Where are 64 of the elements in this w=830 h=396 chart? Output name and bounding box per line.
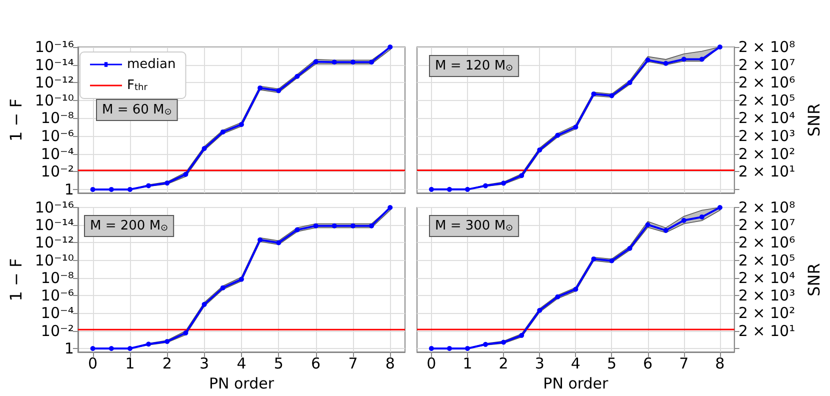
x-tick-label: 1 — [125, 354, 135, 372]
y-tick-label: 2 × 10⁴ — [738, 268, 796, 287]
x-tick-label: 5 — [274, 354, 284, 372]
x-tick-label: 8 — [715, 354, 725, 372]
annotation: M = 200 M⊙ — [90, 218, 168, 234]
y-tick-label: 10⁻¹⁴ — [34, 216, 74, 234]
y-tick-label: 10⁻⁸ — [40, 109, 74, 128]
y-tick-label: 2 × 10¹ — [738, 162, 796, 181]
x-tick-label: 6 — [311, 354, 321, 372]
y-tick-label: 10⁻⁸ — [40, 268, 74, 287]
x-tick-label: 3 — [200, 354, 210, 372]
y-tick-label: 2 × 10³ — [738, 286, 796, 305]
y-tick-label: 2 × 10² — [738, 304, 796, 322]
x-tick-label: 4 — [570, 354, 580, 372]
y-tick-label: 10⁻⁴ — [40, 304, 74, 322]
y-tick-label: 2 × 10² — [738, 144, 796, 163]
y-tick-label: 10⁻⁶ — [40, 286, 74, 305]
y-tick-label: 2 × 10⁷ — [738, 56, 796, 74]
x-axis-title: PN order — [208, 374, 275, 392]
y-tick-label: 1 — [64, 339, 74, 358]
x-tick-label: 0 — [88, 354, 98, 372]
x-axis-title: PN order — [543, 374, 610, 392]
x-tick-label: 6 — [643, 354, 653, 372]
x-tick-label: 7 — [348, 354, 358, 372]
x-tick-label: 1 — [462, 354, 472, 372]
y-axis-title: 1 − F — [6, 98, 26, 142]
y-tick-label: 10⁻² — [40, 162, 74, 181]
y-tick-label: 10⁻¹⁰ — [34, 251, 74, 270]
x-tick-label: 5 — [606, 354, 617, 372]
y-tick-label: 10⁻⁴ — [40, 144, 74, 163]
y-tick-label: 10⁻¹² — [34, 234, 74, 252]
y-tick-label: 10⁻⁶ — [40, 127, 74, 146]
y-tick-label: 2 × 10³ — [738, 127, 796, 146]
legend-label: Fthr — [127, 78, 148, 93]
y-tick-label: 2 × 10⁸ — [738, 38, 796, 56]
y-axis-title: SNR — [804, 263, 824, 296]
y-tick-label: 2 × 10⁸ — [738, 198, 796, 216]
y-tick-label: 10⁻¹² — [34, 74, 74, 92]
x-tick-label: 3 — [534, 354, 544, 372]
x-tick-label: 4 — [236, 354, 246, 372]
y-tick-label: 10⁻² — [40, 322, 74, 340]
y-tick-label: 10⁻¹⁶ — [34, 198, 74, 216]
y-tick-label: 10⁻¹⁰ — [34, 91, 74, 110]
x-tick-label: 7 — [679, 354, 689, 372]
y-tick-label: 2 × 10⁷ — [738, 216, 796, 234]
y-tick-label: 2 × 10¹ — [738, 322, 796, 340]
annotation: M = 120 M⊙ — [435, 58, 514, 74]
x-tick-label: 0 — [426, 354, 436, 372]
y-tick-label: 2 × 10⁵ — [738, 251, 796, 270]
y-tick-label: 10⁻¹⁴ — [34, 56, 74, 74]
y-axis-title: 1 − F — [6, 258, 26, 302]
y-tick-label: 2 × 10⁴ — [738, 109, 796, 128]
y-tick-label: 10⁻¹⁶ — [34, 38, 74, 56]
annotation: M = 60 M⊙ — [102, 102, 172, 118]
x-tick-label: 2 — [162, 354, 172, 372]
y-tick-label: 1 — [64, 180, 74, 198]
y-tick-label: 2 × 10⁵ — [738, 91, 796, 110]
x-tick-label: 2 — [498, 354, 508, 372]
annotation: M = 300 M⊙ — [435, 218, 514, 234]
y-tick-label: 2 × 10⁶ — [738, 74, 796, 92]
legend-label: median — [127, 57, 176, 72]
x-tick-label: 8 — [385, 354, 395, 372]
y-tick-label: 2 × 10⁶ — [738, 234, 796, 252]
y-axis-title: SNR — [804, 103, 824, 137]
